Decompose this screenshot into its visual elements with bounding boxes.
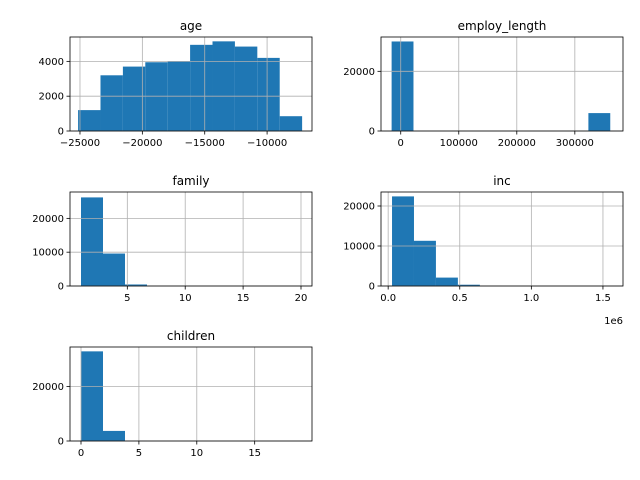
subplot-children: 0 5 10 15 0 20000 children bbox=[32, 329, 313, 459]
x-tick-label: 5 bbox=[124, 293, 130, 304]
histogram-bar bbox=[100, 75, 123, 131]
x-tick-label: 0 bbox=[78, 448, 84, 459]
histogram-bar bbox=[457, 284, 480, 286]
x-tick-label: 1.0 bbox=[523, 293, 539, 304]
x-tick-label: −25000 bbox=[60, 138, 100, 149]
subplot-title: family bbox=[172, 174, 209, 188]
histogram-bar bbox=[78, 110, 101, 131]
y-tick-label: 0 bbox=[369, 127, 375, 138]
x-tick-label: 0 bbox=[398, 138, 404, 149]
histogram-bar bbox=[145, 62, 168, 132]
subplot-title: inc bbox=[493, 174, 511, 188]
histogram-bar bbox=[103, 430, 125, 441]
y-tick-label: 4000 bbox=[39, 57, 64, 68]
histogram-bar bbox=[103, 253, 125, 286]
x-tick-label: 10 bbox=[179, 293, 192, 304]
histogram-bar bbox=[125, 284, 147, 286]
y-tick-label: 0 bbox=[58, 282, 64, 293]
axes-frame bbox=[380, 191, 624, 287]
subplot-age: −25000 −20000 −15000 −10000 0 2000 4000 age bbox=[39, 19, 313, 149]
y-tick-label: 2000 bbox=[39, 92, 64, 103]
subplot-employ-length: 0 100000 200000 300000 0 20000 employ_length bbox=[343, 19, 624, 149]
subplot-title: age bbox=[180, 19, 202, 33]
axes-frame bbox=[380, 36, 624, 132]
axes-frame bbox=[69, 36, 313, 132]
y-tick-label: 20000 bbox=[343, 67, 375, 78]
histogram-bar bbox=[190, 44, 213, 132]
x-tick-label: 15 bbox=[248, 448, 261, 459]
x-tick-label: 300000 bbox=[556, 138, 594, 149]
histogram-bar bbox=[212, 41, 235, 131]
x-tick-label: 0.5 bbox=[452, 293, 468, 304]
x-tick-label: 100000 bbox=[440, 138, 478, 149]
x-axis-exponent-label: 1e6 bbox=[604, 316, 623, 327]
x-tick-label: 15 bbox=[237, 293, 250, 304]
histogram-bar bbox=[279, 116, 303, 131]
subplot-title: employ_length bbox=[458, 19, 547, 33]
axes-frame bbox=[69, 191, 313, 287]
x-tick-label: 20 bbox=[295, 293, 308, 304]
histogram-bar bbox=[234, 46, 258, 131]
y-tick-label: 0 bbox=[58, 437, 64, 448]
x-tick-label: 1.5 bbox=[595, 293, 611, 304]
x-tick-label: −20000 bbox=[122, 138, 162, 149]
x-tick-label: −15000 bbox=[185, 138, 225, 149]
y-tick-label: 10000 bbox=[343, 242, 375, 253]
histogram-bar bbox=[81, 351, 103, 441]
subplot-inc: 0.0 0.5 1.0 1.5 0 10000 20000 inc 1e6 bbox=[343, 174, 624, 327]
x-tick-label: 0.0 bbox=[380, 293, 396, 304]
y-tick-label: 0 bbox=[369, 282, 375, 293]
subplot-title: children bbox=[167, 329, 215, 343]
subplot-family: 5 10 15 20 0 10000 20000 family bbox=[32, 174, 313, 304]
histogram-bar bbox=[122, 66, 146, 131]
histogram-bar bbox=[257, 57, 280, 132]
histogram-bar bbox=[435, 277, 458, 286]
x-tick-label: 200000 bbox=[498, 138, 536, 149]
y-tick-label: 0 bbox=[58, 127, 64, 138]
y-tick-label: 20000 bbox=[343, 202, 375, 213]
histogram-bar bbox=[588, 113, 611, 131]
y-tick-label: 20000 bbox=[32, 214, 64, 225]
histogram-bar bbox=[413, 240, 436, 286]
y-tick-label: 20000 bbox=[32, 382, 64, 393]
histogram-bar bbox=[391, 41, 414, 131]
histogram-bar bbox=[392, 196, 414, 286]
x-tick-label: 5 bbox=[136, 448, 142, 459]
x-tick-label: 10 bbox=[190, 448, 203, 459]
x-tick-label: −10000 bbox=[247, 138, 287, 149]
histogram-bar bbox=[81, 197, 103, 286]
y-tick-label: 10000 bbox=[32, 248, 64, 259]
axes-frame bbox=[69, 346, 313, 442]
